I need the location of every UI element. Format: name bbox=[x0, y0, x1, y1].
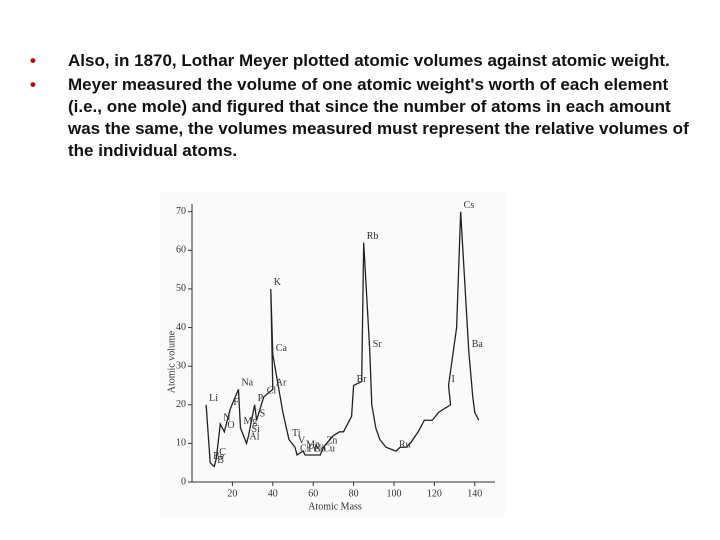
element-label: I bbox=[452, 374, 455, 385]
element-label: C bbox=[219, 447, 226, 458]
x-axis-label: Atomic Mass bbox=[308, 501, 362, 512]
element-label: Zn bbox=[326, 436, 337, 447]
element-label: Rb bbox=[367, 231, 379, 242]
element-label: S bbox=[260, 409, 266, 420]
element-label: Ar bbox=[276, 378, 287, 389]
element-label: Al bbox=[250, 432, 260, 443]
y-tick-label: 10 bbox=[176, 438, 186, 449]
element-label: Ba bbox=[472, 339, 484, 350]
y-tick-label: 40 bbox=[176, 322, 186, 333]
element-label: B bbox=[217, 455, 224, 466]
element-label: P bbox=[258, 393, 264, 404]
element-label: Cl bbox=[267, 385, 277, 396]
element-label: Sr bbox=[373, 339, 383, 350]
bullet-list: Also, in 1870, Lothar Meyer plotted atom… bbox=[30, 50, 690, 164]
x-tick-label: 20 bbox=[227, 488, 237, 499]
element-label: Fe bbox=[308, 443, 319, 454]
element-label: Na bbox=[241, 378, 253, 389]
y-tick-label: 0 bbox=[181, 476, 186, 487]
x-tick-label: 60 bbox=[308, 488, 318, 499]
x-tick-label: 120 bbox=[427, 488, 442, 499]
element-label: Li bbox=[209, 393, 218, 404]
element-label: F bbox=[233, 397, 239, 408]
element-label: Ti bbox=[292, 428, 301, 439]
element-label: Ca bbox=[276, 343, 288, 354]
bullet: Also, in 1870, Lothar Meyer plotted atom… bbox=[30, 50, 690, 72]
element-label: Co bbox=[314, 443, 326, 454]
element-label: Mn bbox=[306, 439, 320, 450]
chart: Atomic volume Atomic Mass 0 10 20 30 40 50 60 7… bbox=[160, 192, 505, 517]
element-label: N bbox=[223, 412, 230, 423]
element-label: V bbox=[298, 436, 306, 447]
y-tick-label: 20 bbox=[176, 399, 186, 410]
x-tick-label: 40 bbox=[268, 488, 278, 499]
y-tick-label: 70 bbox=[176, 206, 186, 217]
element-label: O bbox=[227, 420, 234, 431]
bullet: Meyer measured the volume of one atomic … bbox=[30, 74, 690, 162]
element-label: Ni bbox=[314, 443, 324, 454]
element-label: Mg bbox=[243, 416, 257, 427]
element-label: Cr bbox=[300, 443, 311, 454]
y-tick-label: 50 bbox=[176, 283, 186, 294]
element-label: Ru bbox=[399, 439, 411, 450]
element-label: Si bbox=[252, 424, 261, 435]
x-tick-label: 80 bbox=[349, 488, 359, 499]
element-label: Be bbox=[213, 451, 225, 462]
element-label: K bbox=[274, 277, 282, 288]
y-tick-label: 60 bbox=[176, 245, 186, 256]
data-line bbox=[205, 211, 480, 468]
y-tick-label: 30 bbox=[176, 360, 186, 371]
y-axis-label: Atomic volume bbox=[166, 330, 177, 393]
element-label: Cu bbox=[323, 443, 335, 454]
element-label: Br bbox=[357, 374, 368, 385]
x-tick-label: 140 bbox=[467, 488, 482, 499]
x-tick-label: 100 bbox=[387, 488, 402, 499]
element-label: Cs bbox=[464, 200, 475, 211]
chart-background bbox=[160, 192, 505, 517]
